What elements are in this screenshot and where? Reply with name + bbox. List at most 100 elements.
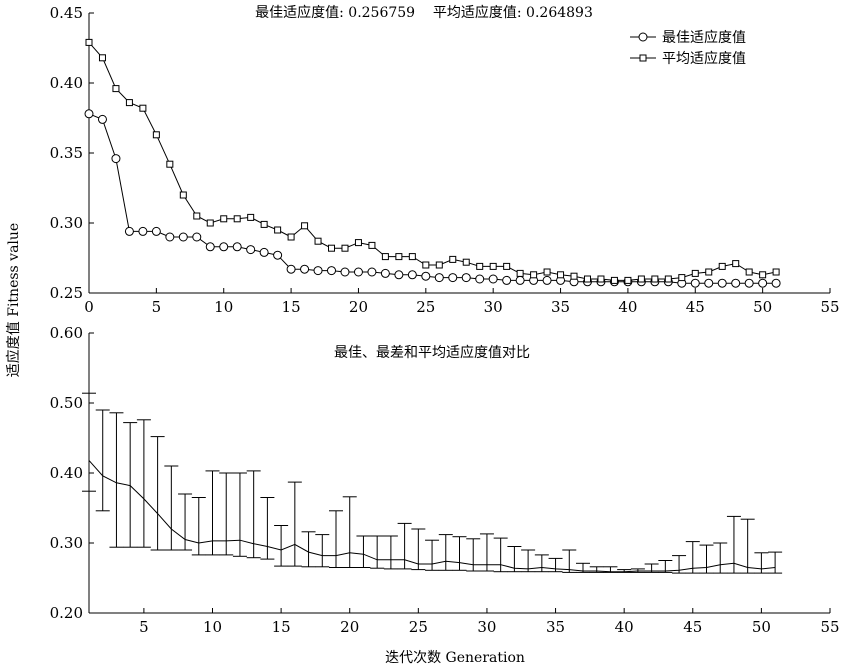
- best-point: [151, 226, 161, 236]
- best-point: [704, 278, 714, 288]
- best-point: [313, 266, 323, 276]
- mean-point: [274, 226, 282, 234]
- best-point: [340, 267, 350, 277]
- best-point: [744, 278, 754, 288]
- bottom-x-tick-label: 25: [409, 618, 428, 636]
- figure-xlabel: 迭代次数 Generation: [385, 650, 525, 666]
- best-point: [367, 267, 377, 277]
- best-point: [97, 114, 107, 124]
- best-point: [717, 278, 727, 288]
- mean-point: [301, 222, 309, 230]
- top-x-tick-label: 0: [84, 298, 94, 316]
- mean-point: [503, 262, 511, 270]
- top-x-tick-label: 30: [484, 298, 503, 316]
- mean-point: [745, 268, 753, 276]
- bottom-x-tick-label: 30: [477, 618, 496, 636]
- mean-point: [112, 85, 120, 93]
- best-point: [273, 250, 283, 260]
- top-x-tick-label: 20: [349, 298, 368, 316]
- top-x-tick-label: 15: [282, 298, 301, 316]
- best-point: [192, 232, 202, 242]
- best-point: [327, 266, 337, 276]
- chart-bottom: 5 10 15 20 25 30 35 40 45 50 55 0.20 0.30 0.40 0.50 0.6…: [50, 324, 840, 636]
- mean-point: [732, 260, 740, 268]
- mean-point: [489, 262, 497, 270]
- mean-point: [597, 275, 605, 283]
- top-y-tick-label: 0.45: [50, 4, 83, 22]
- mean-point: [381, 253, 389, 261]
- mean-point: [287, 233, 295, 241]
- mean-point: [462, 258, 470, 266]
- best-point: [542, 275, 552, 285]
- best-point: [353, 267, 363, 277]
- best-point: [111, 154, 121, 164]
- mean-point: [354, 239, 362, 247]
- mean-point: [678, 274, 686, 282]
- bottom-x-tick-label: 20: [340, 618, 359, 636]
- top-y-tick-label: 0.30: [50, 214, 83, 232]
- mean-point: [624, 276, 632, 284]
- best-point: [219, 242, 229, 252]
- mean-point: [220, 215, 228, 223]
- bottom-y-tick-label: 0.50: [50, 394, 83, 412]
- bottom-axes: 5 10 15 20 25 30 35 40 45 50 55 0.20 0.30 0.40 0.50 0.6…: [50, 324, 840, 636]
- best-point: [380, 268, 390, 278]
- mean-point: [610, 276, 618, 284]
- mean-point: [705, 268, 713, 276]
- bottom-x-tick-label: 15: [272, 618, 291, 636]
- mean-point: [759, 271, 767, 279]
- top-marks: [84, 38, 781, 288]
- best-point: [515, 275, 525, 285]
- series-line-mean: [88, 42, 777, 281]
- top-x-tick-label: 25: [416, 298, 435, 316]
- best-point: [421, 271, 431, 281]
- mean-point: [664, 275, 672, 283]
- figure-ylabel: 适应度值 Fitness value: [5, 223, 22, 377]
- bottom-y-tick-label: 0.20: [50, 604, 83, 622]
- best-point: [246, 245, 256, 255]
- mean-point: [718, 262, 726, 270]
- best-point: [488, 274, 498, 284]
- mean-point: [152, 131, 160, 139]
- mean-point: [179, 191, 187, 199]
- top-y-tick-label: 0.25: [50, 284, 83, 302]
- mean-point: [408, 253, 416, 261]
- top-chart-title: 最佳适应度值: 0.256759 平均适应度值: 0.264893: [255, 4, 593, 21]
- mean-point: [98, 54, 106, 62]
- legend-best-label: 最佳适应度值: [662, 29, 746, 46]
- bottom-y-tick-label: 0.40: [50, 464, 83, 482]
- top-x-tick-label: 5: [152, 298, 162, 316]
- bottom-x-tick-label: 40: [615, 618, 634, 636]
- mean-point: [328, 244, 336, 252]
- best-point: [434, 273, 444, 283]
- mean-point: [368, 241, 376, 249]
- mean-point: [341, 244, 349, 252]
- mean-point: [233, 215, 241, 223]
- best-point: [461, 273, 471, 283]
- best-point: [300, 264, 310, 274]
- top-x-tick-label: 40: [618, 298, 637, 316]
- legend-mean-label: 平均适应度值: [662, 50, 746, 67]
- mean-point: [516, 269, 524, 277]
- best-point: [165, 232, 175, 242]
- bottom-x-tick-label: 35: [546, 618, 565, 636]
- mean-point: [166, 160, 174, 168]
- mean-point: [85, 38, 93, 46]
- bottom-x-tick-label: 50: [752, 618, 771, 636]
- best-point: [448, 273, 458, 283]
- top-x-tick-label: 10: [214, 298, 233, 316]
- mean-point: [206, 219, 214, 227]
- mean-point: [422, 261, 430, 269]
- top-y-tick-label: 0.35: [50, 144, 83, 162]
- mean-point: [449, 255, 457, 263]
- mean-point: [583, 275, 591, 283]
- top-axes: 0 5 10 15 20 25 30 35 40 45 50 55 0.25 0.30 0.35 0.40 0.…: [50, 4, 840, 316]
- mean-point: [543, 268, 551, 276]
- series-line-best: [88, 113, 777, 284]
- best-point: [259, 247, 269, 257]
- best-point: [731, 278, 741, 288]
- best-point: [124, 226, 134, 236]
- mean-point: [395, 253, 403, 261]
- best-point: [178, 232, 188, 242]
